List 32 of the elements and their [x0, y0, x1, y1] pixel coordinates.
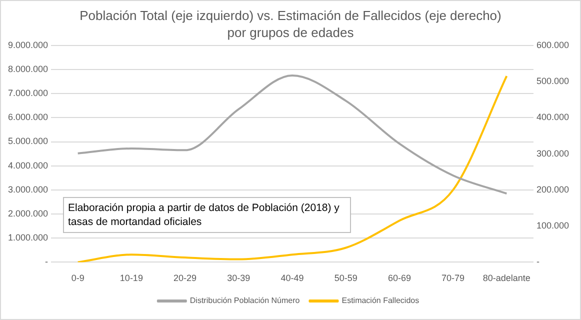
y-tick-label: 2.000.000 — [8, 208, 48, 219]
y2-tick-label: 400.000 — [536, 112, 570, 122]
y-tick-label: 9.000.000 — [8, 40, 48, 50]
y2-tick-label: 300.000 — [536, 148, 570, 158]
y2-tick-label: 500.000 — [536, 76, 570, 86]
y2-tick-label: - — [536, 256, 540, 267]
y-tick-label: 6.000.000 — [8, 112, 48, 122]
y2-tick-label: 100.000 — [536, 220, 570, 231]
x-tick-label: 80-adelante — [482, 273, 530, 284]
x-tick-label: 60-69 — [388, 273, 411, 284]
x-tick-label: 20-29 — [174, 273, 197, 284]
y-tick-label: 3.000.000 — [8, 184, 48, 194]
x-tick-label: 0-9 — [71, 273, 84, 284]
y-tick-label: 4.000.000 — [8, 160, 48, 170]
x-tick-label: 10-19 — [120, 273, 143, 284]
y-tick-label: - — [45, 256, 48, 267]
chart-title: Población Total (eje izquierdo) vs. Estimación de Fallecidos (eje derecho) — [78, 7, 502, 24]
line-series — [76, 74, 508, 195]
y-tick-label: 8.000.000 — [8, 64, 48, 74]
legend-label: Estimación Fallecidos — [342, 296, 420, 306]
x-tick-label: 70-79 — [442, 273, 465, 284]
legend-label: Distribución Población Número — [190, 296, 300, 306]
y-tick-label: 7.000.000 — [8, 88, 48, 98]
x-tick-label: 50-59 — [334, 273, 358, 284]
y2-tick-label: 600.000 — [536, 40, 570, 50]
y-tick-label: 5.000.000 — [8, 136, 48, 146]
annotation: Elaboración propia a partir de datos de Población (2018) y tasas de mortandad oficiales — [63, 197, 351, 233]
x-tick-label: 30-39 — [227, 273, 250, 284]
y-tick-label: 1.000.000 — [8, 232, 48, 243]
x-tick-label: 40-49 — [280, 273, 304, 284]
y2-tick-label: 200.000 — [536, 184, 570, 194]
chart-subtitle: por grupos de edades — [226, 24, 355, 41]
